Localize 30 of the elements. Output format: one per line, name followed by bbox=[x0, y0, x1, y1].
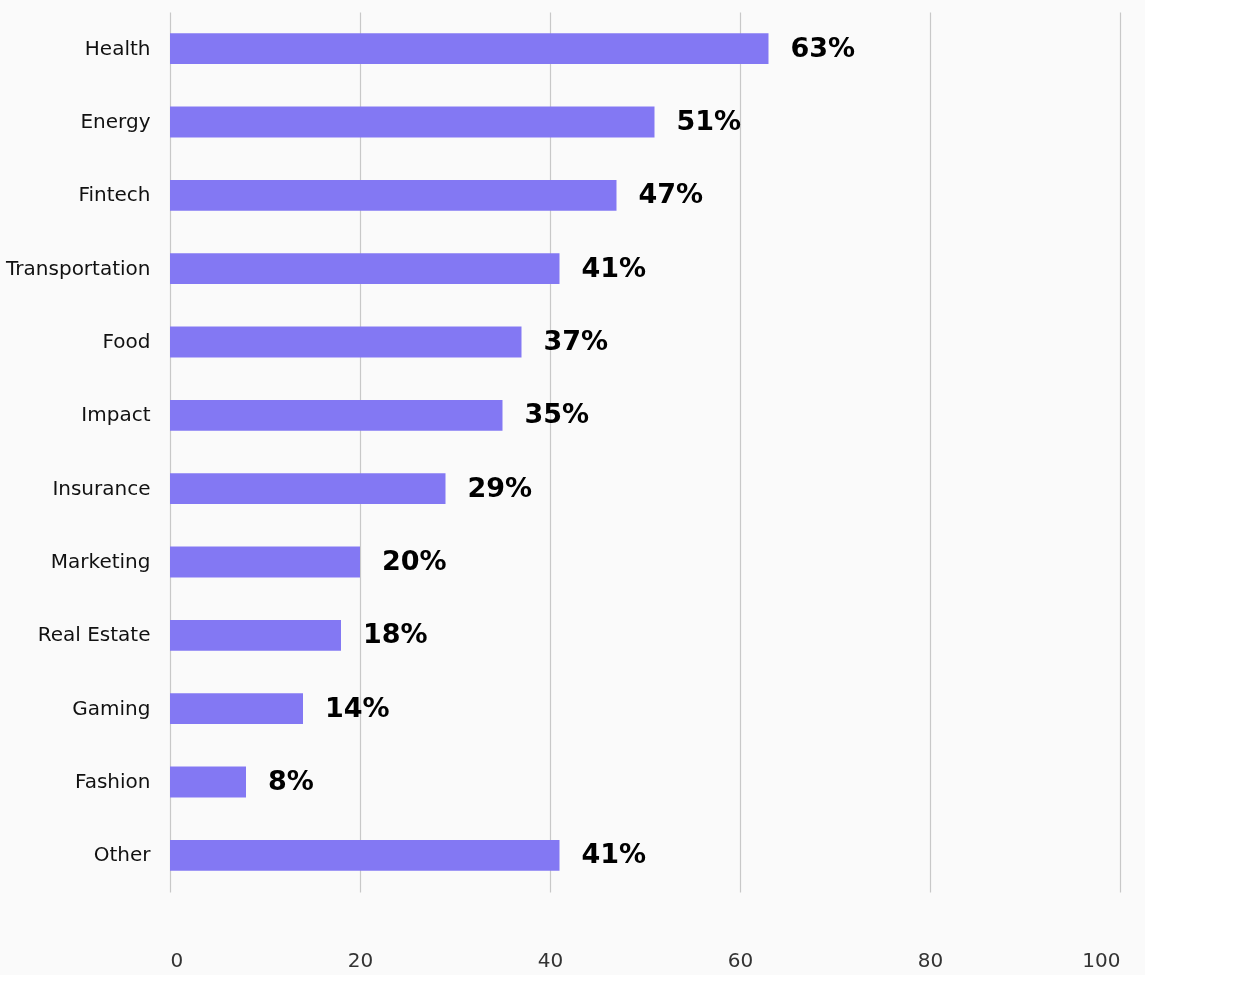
x-tick-label: 80 bbox=[917, 947, 944, 972]
y-tick-label: Other bbox=[93, 842, 152, 867]
y-tick-label: Energy bbox=[80, 109, 151, 133]
y-tick-label: Fintech bbox=[78, 182, 151, 207]
y-tick-label: Impact bbox=[81, 402, 151, 427]
data-label: 37% bbox=[543, 325, 609, 356]
data-label: 14% bbox=[325, 691, 390, 723]
y-tick-label: Food bbox=[102, 329, 151, 353]
data-label: 47% bbox=[638, 178, 704, 210]
y-tick-label: Insurance bbox=[52, 475, 151, 500]
data-label: 41% bbox=[581, 838, 647, 870]
y-tick-label: Gaming bbox=[72, 695, 151, 720]
data-label: 41% bbox=[581, 251, 647, 283]
x-tick-label: 60 bbox=[727, 947, 754, 972]
data-label: 18% bbox=[363, 618, 428, 650]
x-tick-label: 100 bbox=[1082, 947, 1121, 972]
y-tick-label: Health bbox=[84, 35, 151, 60]
data-label: 51% bbox=[676, 105, 742, 136]
y-tick-label: Fashion bbox=[75, 769, 151, 793]
data-label: 63% bbox=[790, 31, 856, 63]
y-tick-label: Transportation bbox=[5, 255, 151, 280]
y-tick-label: Real Estate bbox=[37, 622, 151, 647]
x-tick-label: 20 bbox=[347, 947, 374, 972]
x-tick-label: 0 bbox=[170, 947, 184, 972]
data-label: 29% bbox=[467, 471, 533, 503]
data-label: 35% bbox=[524, 398, 590, 430]
data-label: 8% bbox=[268, 765, 314, 796]
y-tick-label: Marketing bbox=[50, 549, 151, 573]
x-tick-label: 40 bbox=[537, 947, 564, 972]
data-label: 20% bbox=[382, 545, 447, 576]
